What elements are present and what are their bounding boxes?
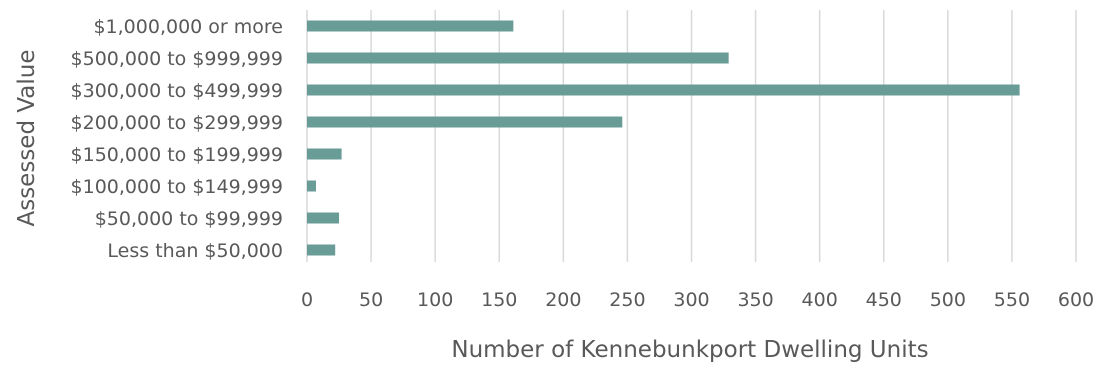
x-tick-label: 500 bbox=[930, 289, 966, 311]
category-label: $150,000 to $199,999 bbox=[71, 144, 283, 166]
x-tick-label: 550 bbox=[994, 289, 1030, 311]
bar bbox=[307, 52, 729, 64]
x-axis-title: Number of Kennebunkport Dwelling Units bbox=[451, 337, 928, 363]
category-label: $200,000 to $299,999 bbox=[71, 112, 283, 134]
category-label: $100,000 to $149,999 bbox=[71, 176, 283, 198]
bar bbox=[307, 84, 1020, 96]
bar bbox=[307, 212, 340, 224]
x-tick-label: 150 bbox=[481, 289, 517, 311]
category-labels: $1,000,000 or more $500,000 to $999,999 $3… bbox=[71, 16, 283, 262]
x-tick-label: 300 bbox=[673, 289, 709, 311]
category-label: $300,000 to $499,999 bbox=[71, 80, 283, 102]
x-tick-label: 600 bbox=[1058, 289, 1094, 311]
category-label: $500,000 to $999,999 bbox=[71, 48, 283, 70]
x-tick-label: 0 bbox=[301, 289, 313, 311]
x-tick-label: 100 bbox=[417, 289, 453, 311]
category-label: Less than $50,000 bbox=[107, 240, 283, 262]
x-tick-label: 350 bbox=[737, 289, 773, 311]
x-tick-label: 250 bbox=[609, 289, 645, 311]
bar bbox=[307, 116, 623, 128]
bar bbox=[307, 244, 336, 256]
bar bbox=[307, 20, 514, 32]
x-tick-labels: 0 50 100 150 200 250 300 350 400 450 500 550 600 bbox=[301, 289, 1094, 311]
x-tick-label: 200 bbox=[545, 289, 581, 311]
bar bbox=[307, 148, 342, 160]
bar bbox=[307, 180, 316, 192]
x-tick-label: 450 bbox=[866, 289, 902, 311]
category-label: $50,000 to $99,999 bbox=[95, 208, 283, 230]
y-axis-title: Assessed Value bbox=[14, 49, 40, 226]
gridlines bbox=[306, 10, 1077, 262]
x-tick-label: 50 bbox=[359, 289, 383, 311]
category-label: $1,000,000 or more bbox=[93, 16, 283, 38]
bars bbox=[307, 20, 1020, 256]
x-tick-label: 400 bbox=[802, 289, 838, 311]
